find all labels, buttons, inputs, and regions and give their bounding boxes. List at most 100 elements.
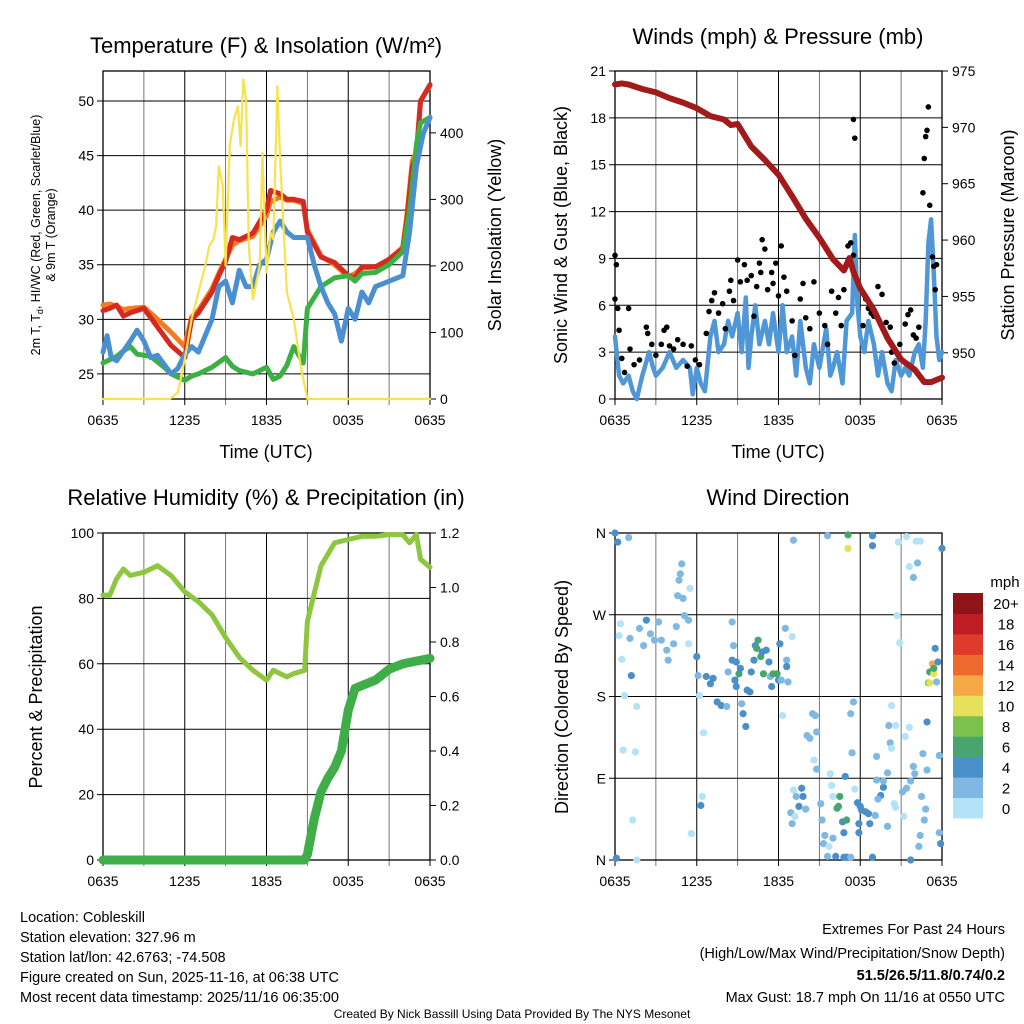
wind-direction-point [781, 624, 789, 632]
wind-direction-point [873, 776, 881, 784]
y2-tick-label: 950 [952, 345, 976, 361]
ylabel-part: , HI/WC (Red, Green, Scarlet/Blue) [29, 115, 43, 310]
plot-frame [614, 532, 943, 861]
x-tick-label: 1235 [681, 873, 712, 889]
y-tick-label: 45 [78, 148, 94, 164]
colorbar-label: 2 [1002, 780, 1010, 797]
wind-direction-point [686, 584, 694, 593]
wind-direction-point [646, 630, 655, 638]
y2-tick-label: 0.6 [440, 689, 460, 705]
series-line-relative-humidity [100, 532, 433, 683]
ylabel-subscript: d [35, 309, 45, 314]
wind-direction-point [896, 639, 904, 647]
colorbar-segment [953, 777, 983, 799]
wind-direction-point [828, 781, 836, 790]
wind-direction-point [901, 732, 909, 741]
gust-point [924, 127, 930, 134]
wind-direction-point [902, 533, 911, 541]
x-tick-label: 0635 [926, 412, 957, 428]
colorbar-segment [953, 654, 983, 676]
wind-direction-point [902, 784, 911, 792]
gust-point [728, 277, 734, 284]
y2-tick-label: 0.4 [440, 743, 460, 759]
gust-point [775, 293, 782, 299]
wind-direction-point [915, 842, 923, 850]
wind-direction-point [698, 792, 706, 801]
gust-point [847, 240, 854, 246]
wind-direction-point [635, 624, 644, 632]
wind-direction-point [676, 570, 685, 578]
gust-point [748, 272, 755, 279]
gust-point [800, 280, 806, 287]
y2-tick-label: 0.0 [440, 852, 460, 868]
wind-direction-point [618, 655, 626, 663]
wind-direction-point [706, 680, 714, 688]
x-tick-label: 0035 [845, 412, 876, 428]
latlon-text: Station lat/lon: 42.6763; -74.508 [20, 950, 226, 966]
wind-direction-point [684, 616, 693, 624]
x-tick-label: 1235 [169, 873, 200, 889]
wind-direction-point [792, 792, 800, 801]
gust-point [612, 252, 618, 259]
wind-direction-point [907, 856, 915, 864]
wind-direction-point [930, 670, 938, 678]
gust-point [684, 363, 691, 370]
gust-point [835, 294, 842, 301]
gust-point [726, 288, 733, 295]
gust-point [706, 308, 712, 315]
gust-point [741, 261, 748, 268]
wind-direction-point [887, 701, 896, 710]
wind-direction-point [664, 656, 672, 664]
pressure-y-axis-label: Station Pressure (Maroon) [998, 129, 1018, 340]
wind-direction-point [723, 702, 731, 711]
wind-direction-point [697, 801, 705, 810]
gust-point [907, 307, 914, 313]
x-tick-label: 0635 [87, 412, 118, 428]
colorbar-segment [953, 715, 983, 737]
wind-direction-point [762, 646, 770, 654]
y2-tick-label: 0 [440, 391, 448, 407]
gust-point [719, 300, 726, 307]
wind-direction-point [823, 532, 832, 540]
wind-direction-point [894, 538, 903, 546]
direction-y-axis-label: Direction (Colored By Speed) [552, 580, 572, 814]
wind-direction-point [832, 852, 840, 860]
colorbar-segment [953, 736, 983, 758]
temperature-y-axis-label: 2m T, Td, HI/WC (Red, Green, Scarlet/Blu… [29, 115, 45, 356]
gust-point [666, 343, 673, 349]
y-tick-label: 80 [78, 590, 94, 606]
wind-direction-point [821, 831, 829, 840]
wind-direction-point [742, 722, 750, 731]
wind-direction-point [923, 766, 931, 774]
colorbar-segment [953, 674, 983, 696]
wind-direction-point [776, 640, 784, 648]
humidity-y-axis-label: Percent & Precipitation [26, 605, 46, 788]
wind-direction-point [611, 529, 619, 537]
gust-point [751, 313, 757, 320]
wind-direction-point [923, 718, 931, 726]
wind-direction-point [855, 829, 863, 837]
wind-direction-point [789, 786, 798, 794]
gust-point [933, 261, 940, 268]
wind-direction-point [819, 840, 828, 848]
colorbar-label: 10 [998, 699, 1015, 716]
gust-point [653, 352, 659, 359]
wind-direction-point [738, 700, 746, 708]
wind-direction-point [887, 744, 896, 752]
gust-point [759, 236, 765, 243]
gust-point [757, 269, 764, 276]
wind-direction-point [817, 800, 825, 808]
wind-direction-point [674, 592, 682, 600]
wind-direction-point [905, 563, 913, 571]
station-pressure-line [612, 80, 945, 386]
wind-direction-point [784, 678, 792, 686]
wind-direction-point [833, 804, 841, 812]
wind-direction-point [650, 636, 659, 644]
wind-direction-point [739, 710, 747, 718]
series-line-precipitation [98, 653, 435, 865]
colorbar-title: mph [990, 574, 1019, 591]
wind-direction-point [788, 820, 796, 828]
wind-direction-point [679, 594, 687, 603]
wind-direction-point [871, 811, 879, 820]
wind-direction-point [829, 834, 837, 842]
